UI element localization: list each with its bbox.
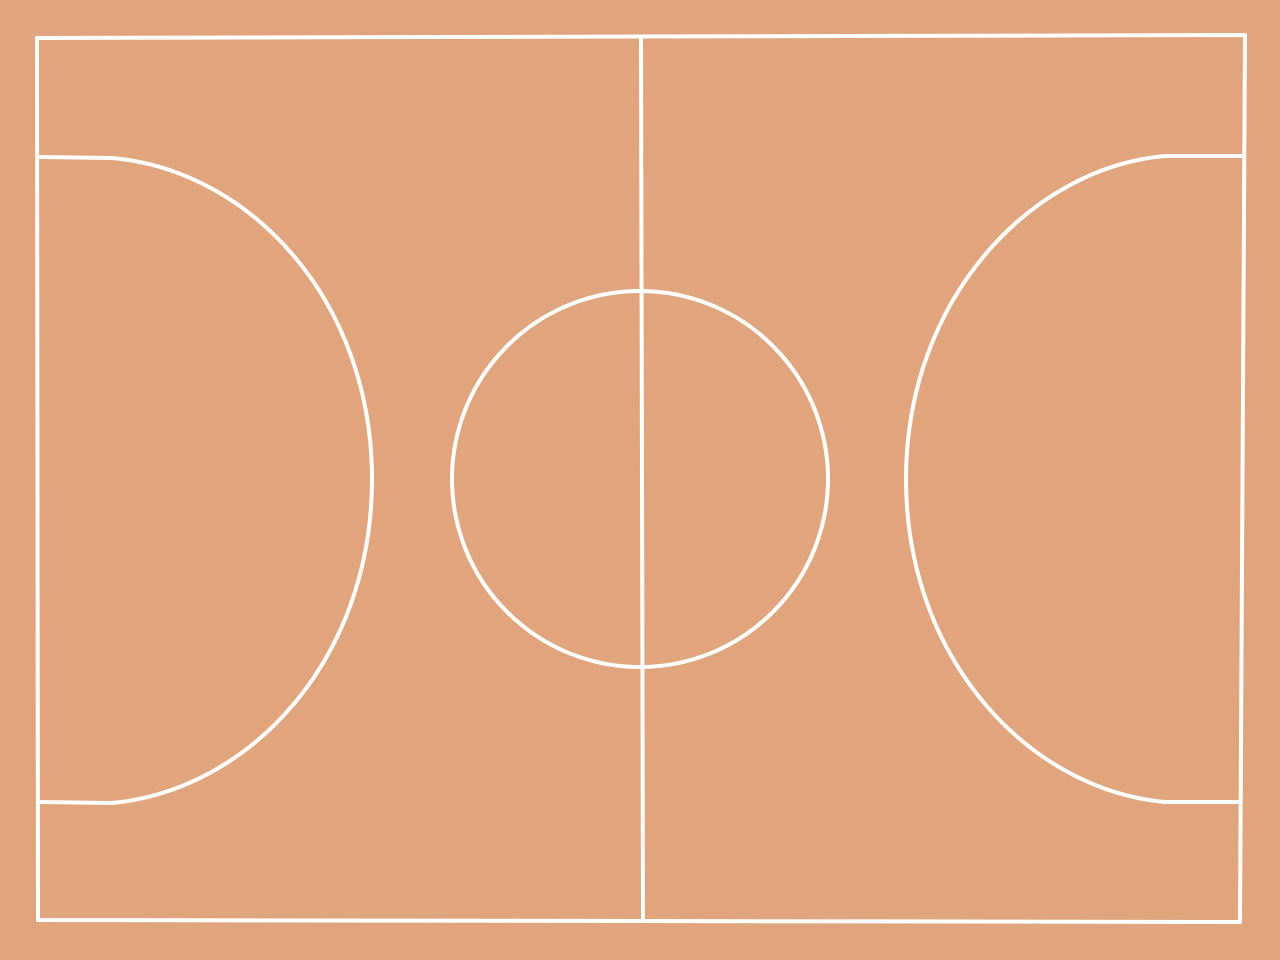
center-circle — [450, 289, 830, 669]
left-goal-area-arc — [36, 155, 374, 805]
right-goal-area-arc — [904, 154, 1245, 804]
court-boundary — [35, 33, 1247, 924]
halfway-line — [639, 35, 645, 922]
